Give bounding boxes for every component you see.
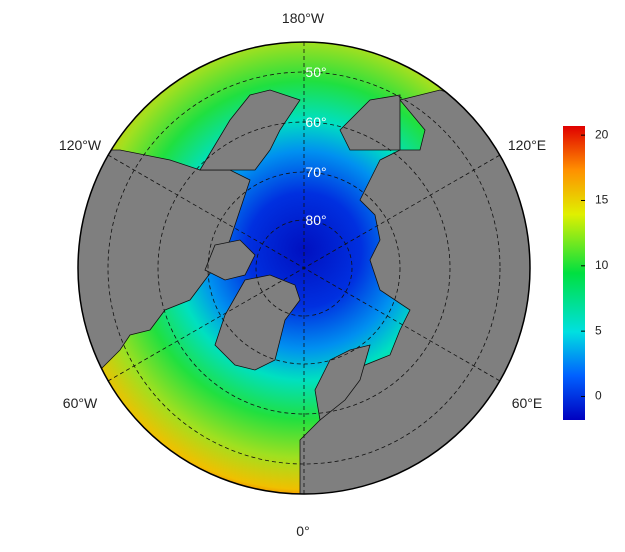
colorbar-tick-label: 0 <box>595 389 602 403</box>
lon-label: 0° <box>296 523 309 539</box>
map-disk <box>78 42 530 494</box>
siberia-east <box>339 94 401 151</box>
lat-label: 60° <box>305 114 326 130</box>
lat-label: 50° <box>305 64 326 80</box>
lon-label: 120°W <box>59 137 102 153</box>
lon-label: 120°E <box>508 137 546 153</box>
alaska <box>199 89 301 171</box>
lon-label: 60°E <box>512 395 543 411</box>
lon-label: 180°W <box>282 10 325 26</box>
colorbar-tick-label: 5 <box>595 323 602 337</box>
colorbar <box>563 126 585 420</box>
colorbar-tick-label: 15 <box>595 193 609 207</box>
map-border <box>77 41 531 495</box>
lat-label: 70° <box>305 164 326 180</box>
greenland <box>214 274 301 371</box>
colorbar-tick-label: 20 <box>595 127 609 141</box>
lat-label: 80° <box>305 212 326 228</box>
archipelago <box>204 239 256 281</box>
colorbar-tick-label: 10 <box>595 258 609 272</box>
scandinavia <box>314 344 371 421</box>
lon-label: 60°W <box>63 395 98 411</box>
eurasia <box>299 89 530 494</box>
